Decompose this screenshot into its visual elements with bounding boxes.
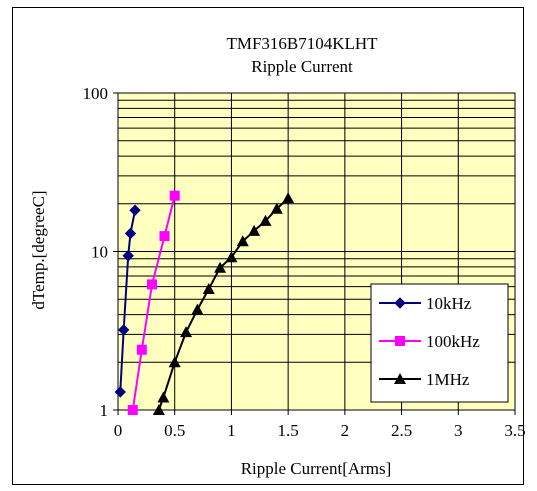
x-tick-label: 1.5: [278, 421, 299, 440]
x-tick-label: 1: [227, 421, 236, 440]
data-point: [170, 191, 180, 201]
x-tick-label: 0: [114, 421, 123, 440]
legend: 10kHz 100kHz 1MHz: [371, 284, 508, 402]
data-point: [137, 345, 147, 355]
y-axis-label: dTemp.[degreeC]: [29, 190, 48, 309]
x-tick-label: 3: [454, 421, 463, 440]
x-axis-label: Ripple Current[Arms]: [241, 459, 392, 478]
x-tick-label: 2: [341, 421, 350, 440]
y-tick-label: 1: [100, 401, 109, 420]
y-tick-label: 10: [91, 243, 108, 262]
legend-marker: [395, 336, 405, 346]
legend-label: 1MHz: [426, 370, 470, 389]
legend-label: 10kHz: [426, 294, 472, 313]
data-point: [160, 231, 170, 241]
chart-subtitle: Ripple Current: [251, 57, 353, 76]
y-tick-label: 100: [83, 84, 109, 103]
x-tick-label: 0.5: [164, 421, 185, 440]
data-point: [128, 405, 138, 415]
x-tick-label: 2.5: [391, 421, 412, 440]
legend-label: 100kHz: [426, 332, 480, 351]
data-point: [147, 279, 157, 289]
x-tick-label: 3.5: [504, 421, 525, 440]
chart-title: TMF316B7104KLHT: [226, 34, 378, 53]
